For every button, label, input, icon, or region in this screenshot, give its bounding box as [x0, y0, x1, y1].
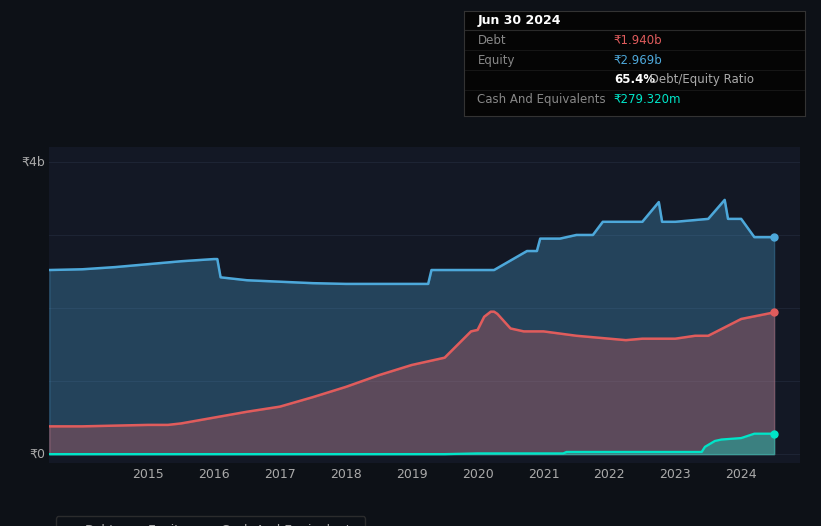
- Text: ₹2.969b: ₹2.969b: [614, 54, 663, 67]
- Text: ₹1.940b: ₹1.940b: [614, 34, 663, 47]
- Legend: Debt, Equity, Cash And Equivalents: Debt, Equity, Cash And Equivalents: [56, 517, 365, 526]
- Text: ₹4b: ₹4b: [21, 155, 45, 168]
- Text: ₹0: ₹0: [30, 448, 45, 461]
- Text: Equity: Equity: [478, 54, 515, 67]
- Text: Debt: Debt: [478, 34, 506, 47]
- Text: Cash And Equivalents: Cash And Equivalents: [478, 93, 606, 106]
- Text: 65.4%: 65.4%: [614, 74, 655, 86]
- Text: ₹279.320m: ₹279.320m: [614, 93, 681, 106]
- Text: Debt/Equity Ratio: Debt/Equity Ratio: [646, 74, 754, 86]
- Text: Jun 30 2024: Jun 30 2024: [478, 14, 561, 27]
